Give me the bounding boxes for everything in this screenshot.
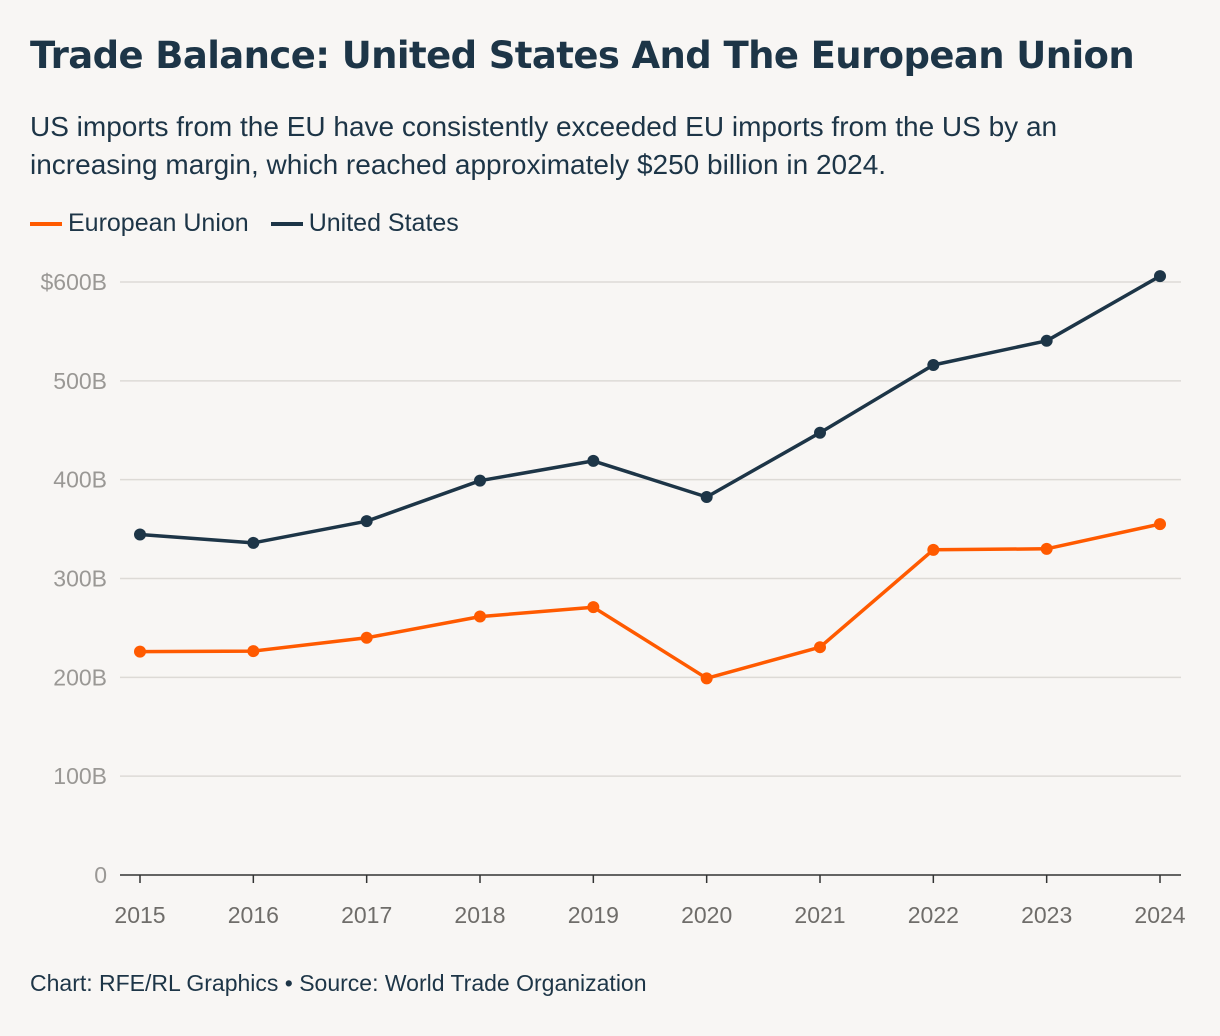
- x-tick-label-2016: 2016: [228, 902, 279, 928]
- series-european-union: [134, 518, 1166, 685]
- legend-item-united-states: United States: [270, 209, 459, 238]
- x-tick-label-2018: 2018: [454, 902, 505, 928]
- legend-item-european-union: European Union: [30, 209, 249, 238]
- data-point-european-union-2017: [360, 631, 373, 644]
- series-line-united-states: [138, 274, 1162, 545]
- y-axis: 0 100B 200B 300B 400B 500B $600B: [40, 269, 107, 888]
- legend-swatch-european-union: [30, 221, 62, 226]
- data-point-united-states-2019: [587, 454, 600, 467]
- data-point-united-states-2015: [134, 528, 146, 541]
- chart-subtitle: US imports from the EU have consistently…: [30, 111, 1058, 180]
- data-point-united-states-2016: [247, 536, 260, 549]
- source-credit: Chart: RFE/RL Graphics • Source: World T…: [30, 970, 647, 996]
- y-tick-label-400: 400B: [53, 467, 107, 493]
- data-point-european-union-2024: [1154, 518, 1166, 531]
- y-tick-label-600: $600B: [40, 269, 107, 295]
- y-tick-label-300: 300B: [53, 566, 107, 592]
- y-tick-label-200: 200B: [53, 664, 107, 690]
- x-tick-label-2024: 2024: [1134, 902, 1185, 928]
- legend-swatch-united-states: [270, 221, 303, 226]
- x-tick-label-2015: 2015: [114, 902, 165, 928]
- chart-title: Trade Balance: United States And The Eur…: [30, 34, 1135, 77]
- data-point-united-states-2022: [927, 359, 940, 372]
- y-tick-label-500: 500B: [53, 368, 107, 394]
- y-tick-label-0: 0: [94, 862, 107, 888]
- series-united-states: [134, 270, 1166, 549]
- legend-label-european-union: European Union: [68, 209, 249, 237]
- data-point-united-states-2018: [474, 474, 486, 487]
- x-tick-label-2019: 2019: [568, 902, 619, 928]
- legend-label-united-states: United States: [308, 209, 459, 237]
- series: [134, 270, 1166, 685]
- data-point-european-union-2023: [1040, 542, 1053, 555]
- data-point-european-union-2021: [814, 641, 826, 654]
- data-point-european-union-2018: [474, 610, 486, 623]
- data-point-united-states-2024: [1154, 270, 1166, 283]
- data-point-united-states-2021: [814, 426, 826, 439]
- y-tick-label-100: 100B: [53, 763, 107, 789]
- series-line-european-union: [138, 522, 1162, 681]
- x-tick-label-2023: 2023: [1021, 902, 1072, 928]
- data-point-united-states-2020: [700, 490, 713, 503]
- gridlines: [120, 281, 1181, 777]
- x-tick-label-2021: 2021: [794, 902, 845, 928]
- data-point-united-states-2017: [360, 515, 373, 528]
- data-point-european-union-2016: [247, 645, 260, 658]
- x-tick-label-2017: 2017: [341, 902, 392, 928]
- x-tick-label-2022: 2022: [908, 902, 959, 928]
- data-point-united-states-2023: [1040, 334, 1053, 347]
- x-axis: 2015 2016 2017 2018 2019 2020 2021 2022 2023 2024: [114, 874, 1186, 928]
- data-point-european-union-2015: [134, 645, 146, 658]
- data-point-european-union-2022: [927, 543, 940, 556]
- data-point-european-union-2019: [587, 601, 600, 614]
- legend: European Union United States: [30, 209, 481, 238]
- x-tick-label-2020: 2020: [681, 902, 732, 928]
- data-point-european-union-2020: [700, 672, 713, 685]
